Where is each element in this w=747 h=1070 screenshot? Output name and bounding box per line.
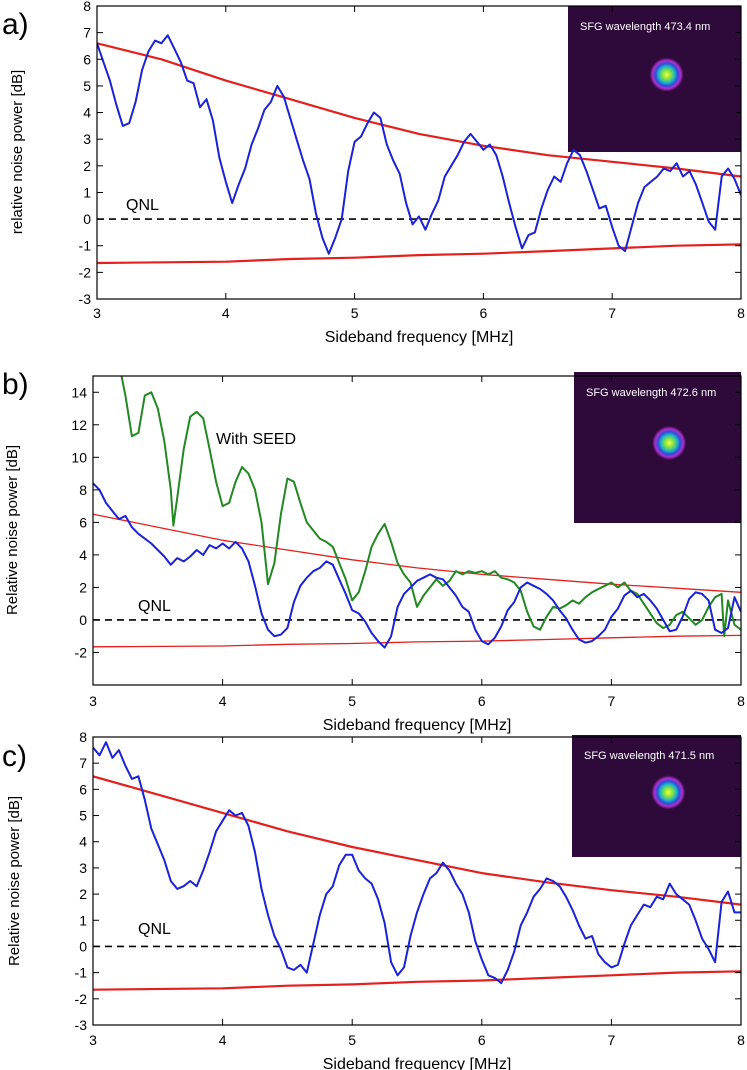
series-measured-line xyxy=(93,741,741,985)
series-bound-line xyxy=(93,970,741,991)
panel-label: c) xyxy=(2,740,27,773)
beam-spot xyxy=(649,57,684,92)
y-tick-label: 6 xyxy=(79,781,87,797)
qnl-label: QNL xyxy=(138,921,171,938)
x-axis-title: Sideband frequency [MHz] xyxy=(323,1056,512,1070)
y-tick-label: 1 xyxy=(79,912,87,928)
x-tick-label: 7 xyxy=(608,1032,616,1048)
chart-panel-2: SFG wavelength 472.6 nm 3 4 5 6 7 8 -2 0 2 4 6 8 10 12… xyxy=(2,368,745,734)
series-bound-line xyxy=(93,775,741,906)
y-tick-label: 8 xyxy=(79,482,87,498)
x-tick-label: 5 xyxy=(348,1032,356,1048)
qnl-label: QNL xyxy=(126,197,159,214)
y-tick-label: -3 xyxy=(75,1017,88,1033)
y-tick-label: 5 xyxy=(83,78,91,94)
x-tick-label: 8 xyxy=(737,693,745,709)
y-tick-label: 2 xyxy=(79,886,87,902)
series-bound-line xyxy=(97,42,741,178)
x-tick-label: 3 xyxy=(89,1032,97,1048)
y-tick-label: -2 xyxy=(79,264,92,280)
y-tick-label: 3 xyxy=(79,860,87,876)
x-tick-label: 7 xyxy=(608,693,616,709)
x-tick-label: 4 xyxy=(219,693,227,709)
x-tick-label: 8 xyxy=(737,1032,745,1048)
qnl-label: QNL xyxy=(138,598,171,615)
x-tick-label: 7 xyxy=(608,305,616,321)
chart-panel-1: SFG wavelength 473.4 nm 3 4 5 6 7 8 -3 -2 -1 0 1 2 3 4… xyxy=(2,0,745,346)
series-seed-line xyxy=(120,376,741,638)
y-axis-title: Relative noise power [dB] xyxy=(6,796,23,966)
series-bound-line xyxy=(93,634,741,648)
y-tick-label: 4 xyxy=(83,105,91,121)
y-tick-label: 7 xyxy=(79,755,87,771)
y-tick-label: 4 xyxy=(79,834,87,850)
x-tick-label: 3 xyxy=(89,693,97,709)
x-tick-label: 6 xyxy=(478,1032,486,1048)
x-axis-title: Sideband frequency [MHz] xyxy=(325,329,514,346)
beam-spot xyxy=(652,425,687,460)
plot-frame xyxy=(96,5,742,300)
y-tick-label: 6 xyxy=(83,51,91,67)
y-tick-label: 10 xyxy=(71,449,87,465)
x-tick-label: 4 xyxy=(219,1032,227,1048)
panel-label: b) xyxy=(2,368,29,401)
y-tick-label: 0 xyxy=(83,211,91,227)
y-tick-label: 1 xyxy=(83,184,91,200)
x-axis-title: Sideband frequency [MHz] xyxy=(323,717,512,734)
y-axis-title: Relative noise power [dB] xyxy=(4,445,21,615)
y-tick-label: -2 xyxy=(75,991,88,1007)
x-tick-label: 3 xyxy=(93,305,101,321)
inset-label: SFG wavelength 473.4 nm xyxy=(580,21,710,33)
plot-frame xyxy=(92,736,742,1026)
x-tick-label: 5 xyxy=(351,305,359,321)
y-tick-label: 8 xyxy=(83,0,91,14)
y-tick-label: 14 xyxy=(71,384,87,400)
y-tick-label: 3 xyxy=(83,131,91,147)
y-tick-label: 6 xyxy=(79,514,87,530)
y-tick-label: 0 xyxy=(79,612,87,628)
y-tick-label: 0 xyxy=(79,938,87,954)
inset-label: SFG wavelength 472.6 nm xyxy=(586,387,716,399)
inset-label: SFG wavelength 471.5 nm xyxy=(584,750,714,762)
plot-frame xyxy=(92,375,742,686)
panel-label: a) xyxy=(2,8,29,41)
y-axis-title: relative noise power [dB] xyxy=(9,70,26,234)
y-tick-label: -1 xyxy=(75,965,88,981)
x-tick-label: 8 xyxy=(737,305,745,321)
y-tick-label: -3 xyxy=(79,291,92,307)
x-tick-label: 5 xyxy=(348,693,356,709)
x-tick-label: 4 xyxy=(222,305,230,321)
y-tick-label: 8 xyxy=(79,729,87,745)
y-tick-label: 12 xyxy=(71,417,87,433)
x-tick-label: 6 xyxy=(478,693,486,709)
y-tick-label: -1 xyxy=(79,238,92,254)
y-tick-label: 2 xyxy=(79,579,87,595)
series-bound-line xyxy=(97,243,741,265)
series-bound-line xyxy=(93,513,741,593)
seed-annotation: With SEED xyxy=(216,431,296,448)
x-tick-label: 6 xyxy=(480,305,488,321)
series-measured-line xyxy=(93,482,741,649)
y-tick-label: -2 xyxy=(75,644,88,660)
series-measured-line xyxy=(97,34,741,255)
chart-panel-3: SFG wavelength 471.5 nm 3 4 5 6 7 8 -3 -2 -1 0 1 2 3 4… xyxy=(2,729,745,1070)
beam-spot xyxy=(651,775,686,810)
y-tick-label: 7 xyxy=(83,25,91,41)
y-tick-label: 5 xyxy=(79,808,87,824)
y-tick-label: 4 xyxy=(79,547,87,563)
y-tick-label: 2 xyxy=(83,158,91,174)
